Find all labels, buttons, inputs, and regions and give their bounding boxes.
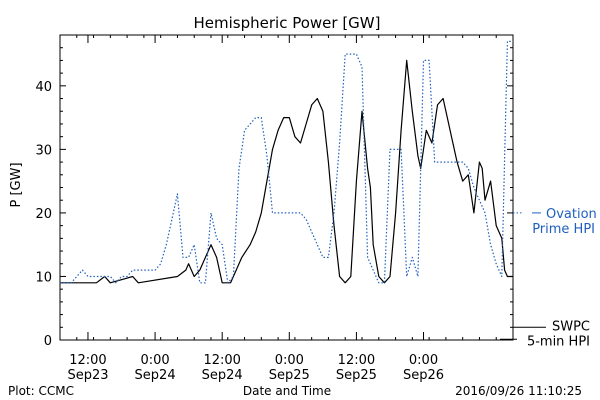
legend-swpc-label-2: 5-min HPI [527,334,590,349]
legend-swpc-label-1: SWPC [552,319,590,334]
x-tick-label-time: 12:00 [69,353,106,368]
x-tick-label-date: Sep26 [403,368,444,383]
series-line-ovation [60,40,513,284]
plot-area [59,34,514,341]
footer-plot-credit: Plot: CCMC [8,384,74,398]
x-tick-label-time: 12:00 [338,353,375,368]
x-tick-label-date: Sep25 [269,368,310,383]
x-tick-label-time: 0:00 [140,353,169,368]
x-tick-label-time: 12:00 [203,353,240,368]
series-line-swpc [60,59,513,284]
y-axis-label: P [GW] [9,162,24,207]
y-tick-label: 20 [35,207,52,222]
x-tick-label-time: 0:00 [275,353,304,368]
x-tick-label-date: Sep24 [202,368,243,383]
x-tick-label-time: 0:00 [409,353,438,368]
x-axis: 12:00Sep230:00Sep2412:00Sep240:00Sep2512… [59,35,514,383]
y-tick-label: 0 [44,334,52,349]
x-tick-label-date: Sep23 [67,368,108,383]
y-axis: 0 10 20 30 40 [35,34,513,349]
y-tick-label: 30 [35,143,52,158]
legend-ovation-label-2: Prime HPI [532,222,595,237]
x-axis-label: Date and Time [243,384,331,398]
x-tick-label-date: Sep24 [135,368,176,383]
y-tick-label: 40 [35,80,52,95]
plot-border [59,34,514,341]
legend-ovation-label-1: Ovation [546,207,597,222]
series-layer [60,40,513,284]
x-tick-label-date: Sep25 [336,368,377,383]
y-tick-label: 10 [35,270,52,285]
chart-title: Hemispheric Power [GW] [194,14,381,32]
footer-timestamp: 2016/09/26 11:10:25 [455,384,582,398]
